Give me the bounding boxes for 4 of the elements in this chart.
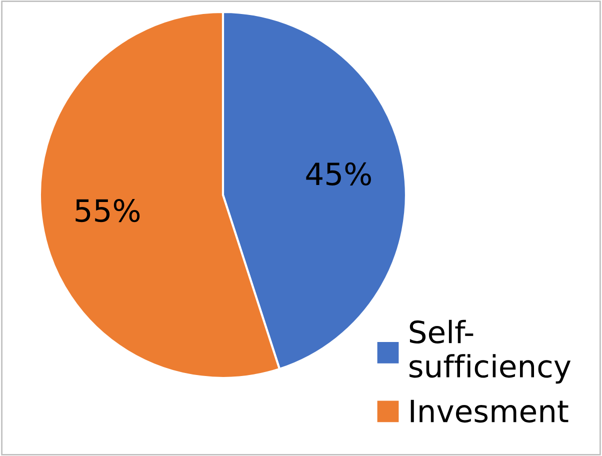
- data-label: 55%: [76, 199, 140, 222]
- legend-label: Invesment: [410, 400, 568, 423]
- data-label: 45%: [306, 162, 371, 186]
- legend-label: Self-sufficiency: [410, 320, 571, 384]
